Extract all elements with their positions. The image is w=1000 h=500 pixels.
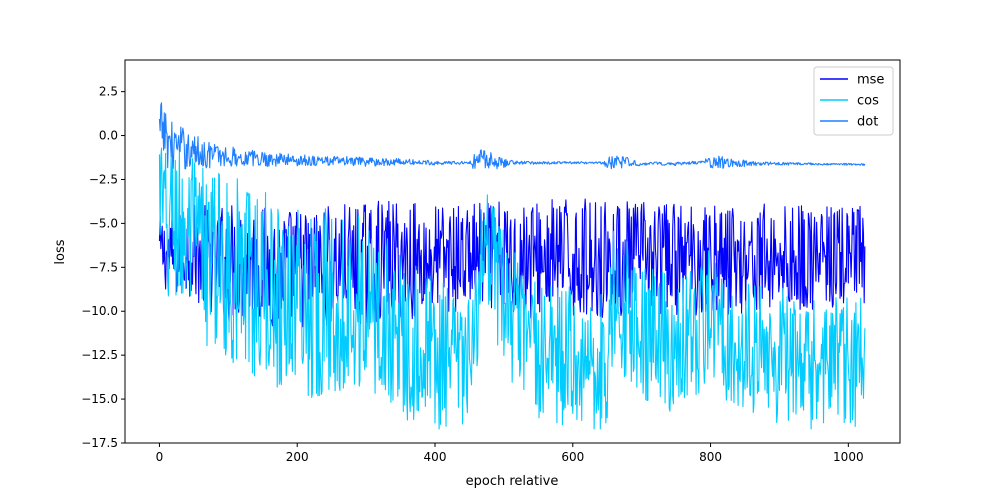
legend-label-mse: mse xyxy=(857,73,884,88)
series-line-dot xyxy=(158,102,866,170)
series-line-cos xyxy=(158,146,866,430)
y-tick-label: −17.5 xyxy=(81,436,118,450)
x-tick-label: 600 xyxy=(561,450,584,464)
plot-frame xyxy=(124,59,901,444)
legend: mse cos dot xyxy=(813,66,894,136)
y-tick-label: −5.0 xyxy=(89,216,118,230)
legend-box xyxy=(813,66,894,136)
series-line-mse xyxy=(158,198,866,328)
y-tick-label: −7.5 xyxy=(89,260,118,274)
x-axis: 0 200 400 600 800 1000 xyxy=(156,443,864,464)
x-axis-label: epoch relative xyxy=(466,474,559,489)
y-tick-label: 2.5 xyxy=(99,85,118,99)
y-tick-label: −2.5 xyxy=(89,172,118,186)
x-tick-label: 400 xyxy=(424,450,447,464)
x-tick-label: 0 xyxy=(156,450,164,464)
x-tick-label: 200 xyxy=(286,450,309,464)
y-tick-label: −10.0 xyxy=(81,304,118,318)
y-tick-label: 0.0 xyxy=(99,129,118,143)
y-axis: 2.5 0.0 −2.5 −5.0 −7.5 −10.0 −12.5 −15.0 −17.5 xyxy=(81,85,125,450)
series-layer xyxy=(158,102,866,430)
x-tick-label: 1000 xyxy=(833,450,864,464)
y-tick-label: −15.0 xyxy=(81,392,118,406)
x-tick-label: 800 xyxy=(699,450,722,464)
y-axis-label: loss xyxy=(53,239,68,264)
legend-label-cos: cos xyxy=(857,94,879,109)
legend-label-dot: dot xyxy=(857,115,878,130)
y-tick-label: −12.5 xyxy=(81,348,118,362)
